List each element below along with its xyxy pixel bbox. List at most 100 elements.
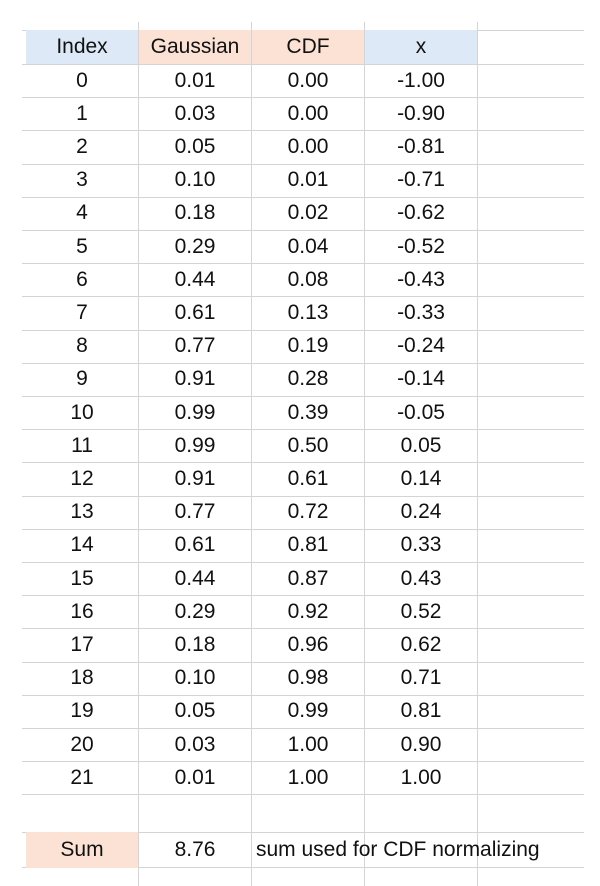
index-cell[interactable]: 16 (70, 599, 94, 623)
x-cell[interactable]: 0.71 (400, 666, 442, 690)
cdf-cell[interactable]: 0.00 (287, 101, 329, 125)
x-cell[interactable]: -0.81 (397, 134, 445, 158)
sum-label-cell[interactable]: Sum (26, 832, 138, 868)
gaussian-cell[interactable]: 0.77 (174, 334, 216, 358)
x-cell[interactable]: 0.33 (400, 533, 442, 557)
index-cell[interactable]: 12 (70, 466, 94, 490)
gaussian-cell[interactable]: 0.05 (174, 699, 216, 723)
index-cell[interactable]: 19 (70, 699, 94, 723)
cdf-cell[interactable]: 0.96 (287, 632, 329, 656)
index-cell[interactable]: 9 (76, 367, 88, 391)
cdf-cell[interactable]: 0.13 (287, 300, 329, 324)
cdf-cell[interactable]: 0.61 (287, 466, 329, 490)
index-cell[interactable]: 13 (70, 500, 94, 524)
x-cell[interactable]: -0.71 (397, 168, 445, 192)
gaussian-cell[interactable]: 0.77 (174, 500, 216, 524)
gaussian-cell[interactable]: 0.10 (174, 168, 216, 192)
index-cell[interactable]: 4 (76, 201, 88, 225)
x-cell[interactable]: 0.05 (400, 433, 442, 457)
cdf-cell[interactable]: 0.92 (287, 599, 329, 623)
x-cell[interactable]: 0.62 (400, 632, 442, 656)
cdf-cell[interactable]: 0.01 (287, 168, 329, 192)
index-cell[interactable]: 2 (76, 134, 88, 158)
gaussian-cell[interactable]: 0.99 (174, 433, 216, 457)
gaussian-cell[interactable]: 0.91 (174, 466, 216, 490)
gaussian-cell[interactable]: 0.91 (174, 367, 216, 391)
x-cell[interactable]: -0.90 (397, 101, 445, 125)
cdf-cell[interactable]: 0.50 (287, 433, 329, 457)
cdf-cell[interactable]: 0.39 (287, 400, 329, 424)
header-cdf[interactable]: CDF (252, 30, 364, 64)
cdf-cell[interactable]: 0.04 (287, 234, 329, 258)
gaussian-cell[interactable]: 0.10 (174, 666, 216, 690)
x-cell[interactable]: -0.62 (397, 201, 445, 225)
index-cell[interactable]: 3 (76, 168, 88, 192)
table-row: 17 0.18 0.96 0.62 (0, 628, 600, 661)
row-gridline (22, 694, 584, 696)
gaussian-cell[interactable]: 0.44 (174, 267, 216, 291)
header-index[interactable]: Index (26, 30, 138, 64)
index-cell[interactable]: 11 (71, 433, 93, 457)
x-cell[interactable]: -0.14 (397, 367, 445, 391)
x-cell[interactable]: 0.52 (400, 599, 442, 623)
x-cell[interactable]: 1.00 (400, 765, 442, 789)
x-cell[interactable]: -0.52 (397, 234, 445, 258)
index-cell[interactable]: 17 (70, 632, 94, 656)
gaussian-cell[interactable]: 0.44 (174, 566, 216, 590)
index-cell[interactable]: 0 (76, 68, 88, 92)
gaussian-cell[interactable]: 0.29 (174, 599, 216, 623)
empty-cell[interactable] (478, 30, 584, 64)
index-cell[interactable]: 1 (76, 101, 88, 125)
gaussian-cell[interactable]: 0.05 (174, 134, 216, 158)
index-cell[interactable]: 15 (70, 566, 94, 590)
cdf-cell[interactable]: 0.00 (287, 134, 329, 158)
gaussian-cell[interactable]: 0.18 (174, 632, 216, 656)
header-x[interactable]: x (365, 30, 477, 64)
index-cell[interactable]: 6 (76, 267, 88, 291)
x-cell[interactable]: -0.24 (397, 334, 445, 358)
cdf-cell[interactable]: 0.02 (287, 201, 329, 225)
cdf-cell[interactable]: 0.00 (287, 68, 329, 92)
index-cell[interactable]: 14 (70, 533, 94, 557)
row-gridline (22, 196, 584, 198)
index-cell[interactable]: 18 (70, 666, 94, 690)
gaussian-cell[interactable]: 0.03 (174, 732, 216, 756)
table-row: 9 0.91 0.28 -0.14 (0, 362, 600, 396)
index-cell[interactable]: 5 (76, 234, 88, 258)
index-cell[interactable]: 21 (70, 765, 94, 789)
cdf-cell[interactable]: 0.81 (287, 533, 329, 557)
gaussian-cell[interactable]: 0.99 (174, 400, 216, 424)
gaussian-cell[interactable]: 0.18 (174, 201, 216, 225)
cdf-cell[interactable]: 0.19 (287, 334, 329, 358)
gaussian-cell[interactable]: 0.61 (174, 533, 216, 557)
x-cell[interactable]: 0.90 (400, 732, 442, 756)
index-cell[interactable]: 10 (70, 400, 94, 424)
gaussian-cell[interactable]: 0.01 (174, 765, 216, 789)
gaussian-cell[interactable]: 0.29 (174, 234, 216, 258)
cdf-cell[interactable]: 0.99 (287, 699, 329, 723)
index-cell[interactable]: 20 (70, 732, 94, 756)
gaussian-cell[interactable]: 0.61 (174, 300, 216, 324)
cdf-cell[interactable]: 1.00 (287, 765, 329, 789)
gaussian-cell[interactable]: 0.03 (174, 101, 216, 125)
index-cell[interactable]: 8 (76, 334, 88, 358)
cdf-cell[interactable]: 0.98 (287, 666, 329, 690)
cdf-cell[interactable]: 0.87 (287, 566, 329, 590)
cdf-cell[interactable]: 0.72 (287, 500, 329, 524)
header-gaussian[interactable]: Gaussian (139, 30, 251, 64)
x-cell[interactable]: -1.00 (397, 68, 445, 92)
x-cell[interactable]: 0.14 (400, 466, 442, 490)
x-cell[interactable]: 0.81 (400, 699, 442, 723)
cdf-cell[interactable]: 1.00 (287, 732, 329, 756)
sum-note-cell[interactable]: sum used for CDF normalizing (256, 838, 540, 861)
x-cell[interactable]: 0.24 (400, 500, 442, 524)
index-cell[interactable]: 7 (76, 300, 88, 324)
x-cell[interactable]: -0.33 (397, 300, 445, 324)
gaussian-cell[interactable]: 0.01 (174, 68, 216, 92)
x-cell[interactable]: -0.05 (397, 400, 445, 424)
cdf-cell[interactable]: 0.28 (287, 367, 329, 391)
cdf-cell[interactable]: 0.08 (287, 267, 329, 291)
x-cell[interactable]: 0.43 (400, 566, 442, 590)
x-cell[interactable]: -0.43 (397, 267, 445, 291)
sum-value-cell[interactable]: 8.76 (174, 838, 216, 861)
